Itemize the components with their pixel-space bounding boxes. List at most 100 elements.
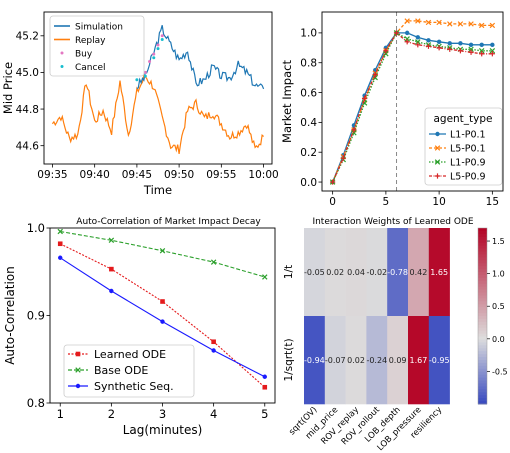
colorbar-band	[478, 239, 487, 244]
series-point	[447, 46, 453, 52]
legend-marker	[75, 367, 81, 373]
market-impact-panel: 0 5 10 15 0.0 0.2 0.4 0.6 0.8 1.0 Market Impact age…	[280, 11, 504, 208]
colorbar-band	[478, 263, 487, 267]
colorbar-band	[478, 272, 487, 276]
colorbar-band	[478, 330, 487, 335]
series-point	[57, 241, 63, 247]
legend-label: Base ODE	[94, 364, 148, 377]
legend-label: L1-P0.9	[450, 158, 486, 169]
y-tick-label: 0.8	[27, 396, 45, 410]
y-tick-label: 44.6	[16, 140, 40, 152]
legend-label: Replay	[75, 36, 106, 46]
series-point	[468, 49, 474, 55]
series-point	[361, 95, 368, 102]
x-tick-label: 2	[108, 407, 115, 421]
series-point	[330, 179, 336, 185]
colorbar-band	[478, 368, 487, 373]
x-tick-label: 09:35	[37, 169, 67, 181]
colorbar-band	[478, 289, 487, 294]
series-point	[108, 237, 115, 243]
series-point	[478, 48, 485, 54]
series-point	[457, 21, 464, 27]
colorbar-band	[478, 380, 487, 384]
heatmap-cell	[428, 228, 450, 317]
x-axis-label: Time	[143, 183, 172, 197]
heatmap-cell	[324, 316, 346, 405]
colorbar-band	[478, 245, 487, 250]
legend-label: Cancel	[75, 63, 106, 73]
x-tick-label: 09:40	[80, 169, 110, 181]
series-point	[415, 35, 421, 40]
colorbar-band	[478, 295, 487, 299]
x-tick-label: 09:50	[164, 169, 194, 181]
y-tick-label: 0.2	[300, 147, 317, 159]
colorbar-band	[478, 228, 487, 232]
heatmap-cell	[345, 228, 367, 317]
heatmap-cell	[408, 228, 430, 317]
colorbar-band	[478, 274, 487, 279]
x-tick-label: 10:00	[248, 169, 278, 181]
legend: agent_type L1-P0.1 L5-P0.1 L1-P0.9 L5-P0.9	[424, 107, 503, 186]
colorbar-label: -0.5	[492, 367, 508, 376]
y-tick-label: 45.0	[16, 67, 39, 79]
buy-point	[160, 34, 164, 38]
series-point	[489, 48, 496, 54]
series-point	[489, 51, 495, 57]
cancel-point	[156, 47, 160, 51]
cell-label: 0.02	[347, 356, 365, 365]
heatmap-panel: Interaction Weights of Learned ODE-0.05 0…	[283, 217, 508, 453]
series-point	[425, 43, 432, 49]
series-line	[332, 31, 493, 183]
buy-point	[152, 52, 156, 56]
series-point	[404, 30, 410, 36]
legend-label: L1-P0.1	[450, 130, 486, 141]
plot-frame	[321, 11, 504, 192]
buy-point	[143, 70, 147, 74]
series-point	[415, 18, 421, 24]
colorbar-band	[478, 348, 487, 352]
colorbar-band	[478, 283, 487, 288]
colorbar-band	[478, 304, 487, 308]
row-label: 1/t	[283, 265, 295, 279]
heatmap-cell	[387, 228, 409, 317]
colorbar-band	[478, 398, 487, 402]
y-axis-label: Market Impact	[280, 60, 294, 143]
legend-marker	[434, 173, 441, 179]
series-point	[479, 51, 485, 57]
x-tick-label: 10	[432, 196, 445, 208]
series-point	[490, 42, 495, 48]
legend-label: L5-P0.9	[450, 172, 486, 183]
x-tick-label: 3	[159, 407, 166, 421]
colorbar-band	[478, 354, 487, 358]
series-point	[211, 339, 216, 345]
series-point	[425, 19, 432, 26]
series-point	[211, 348, 216, 353]
cancel-point	[160, 37, 164, 41]
legend-marker	[75, 383, 81, 389]
y-tick-label: 1.0	[27, 221, 45, 235]
x-axis-label: Lag(minutes)	[123, 423, 203, 437]
x-tick-label: 5	[383, 196, 390, 208]
colorbar-band	[478, 277, 487, 282]
series-point	[436, 19, 442, 26]
y-tick-label: 0.6	[300, 87, 317, 99]
colorbar-band	[478, 260, 487, 264]
y-axis-label: Auto-Correlation	[3, 266, 17, 365]
series-point	[159, 248, 166, 254]
y-axis-label: Mid Price	[1, 62, 15, 114]
y-tick-label: 45.2	[16, 31, 39, 43]
buy-point	[148, 59, 152, 63]
cell-label: -0.05	[304, 268, 325, 277]
heatmap-cell	[324, 228, 346, 317]
autocorr-panel: Auto-Correlation of Market Impact Decay 1…	[3, 217, 276, 437]
cell-label: -0.78	[387, 268, 408, 277]
colorbar-band	[478, 377, 487, 382]
series-point	[404, 39, 410, 45]
heatmap-cell	[304, 228, 326, 317]
colorbar-band	[478, 327, 487, 332]
colorbar-band	[478, 374, 487, 379]
colorbar-band	[478, 321, 487, 326]
series-point	[393, 30, 400, 36]
colorbar-band	[478, 342, 487, 346]
series-point	[372, 74, 378, 81]
